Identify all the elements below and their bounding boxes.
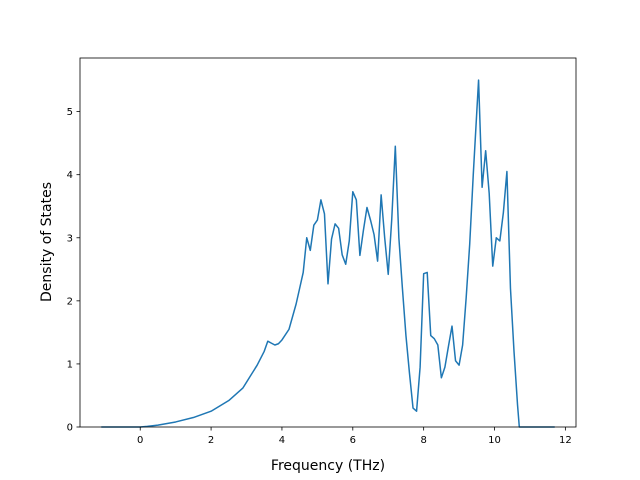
axes-frame	[79, 57, 577, 428]
plot-area	[101, 79, 555, 428]
x-axis-ticks: 0 2 4 6 8 10 12	[137, 427, 572, 446]
x-tick-label: 10	[488, 435, 501, 446]
y-tick-label: 1	[67, 359, 73, 370]
x-tick-label: 0	[137, 435, 143, 446]
y-tick-label: 2	[67, 296, 73, 307]
x-tick-label: 12	[559, 435, 572, 446]
y-tick-label: 3	[67, 233, 73, 244]
series-line-0	[101, 79, 555, 428]
y-axis-ticks: 0 1 2 3 4 5	[67, 107, 80, 434]
x-axis-label: Frequency (THz)	[271, 458, 385, 474]
x-tick-label: 6	[350, 435, 356, 446]
x-tick-label: 2	[208, 435, 214, 446]
y-axis-label: Density of States	[39, 182, 55, 302]
y-tick-label: 5	[67, 107, 73, 118]
x-tick-label: 4	[279, 435, 285, 446]
y-tick-label: 4	[67, 170, 73, 181]
x-tick-label: 8	[420, 435, 426, 446]
y-tick-label: 0	[67, 423, 73, 434]
